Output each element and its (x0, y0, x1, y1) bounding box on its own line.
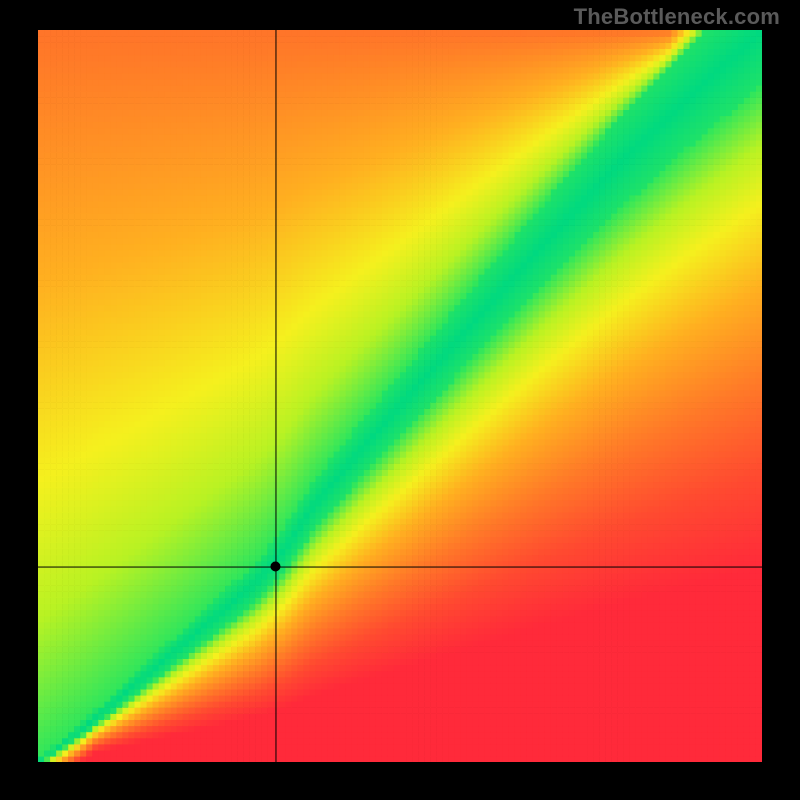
heatmap-plot (38, 30, 762, 762)
heatmap-canvas (38, 30, 762, 762)
chart-container: TheBottleneck.com (0, 0, 800, 800)
watermark-text: TheBottleneck.com (574, 4, 780, 30)
